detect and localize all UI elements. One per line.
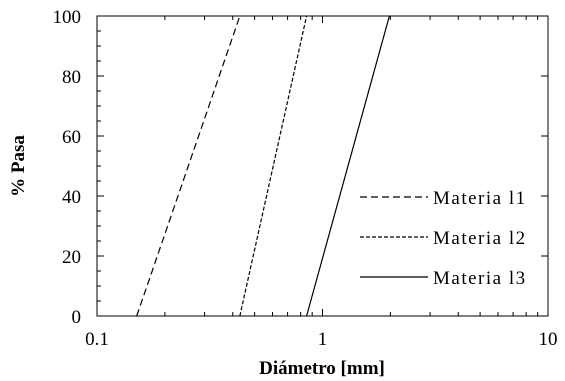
y-tick-label: 20 (62, 247, 81, 268)
x-tick-label: 0.1 (85, 329, 109, 350)
legend: Materia l1 Materia l2 Materia l3 (360, 188, 527, 289)
series-line-1 (136, 15, 241, 317)
y-tick-label: 0 (72, 307, 82, 328)
legend-label-2: Materia l2 (433, 228, 527, 249)
x-tick-label: 1 (318, 329, 328, 350)
ticks-layer: 0 20 40 60 80 100 0.1 1 10 (53, 7, 558, 350)
series-layer (136, 15, 390, 317)
series-line-2 (239, 15, 308, 317)
x-axis-title: Diámetro [mm] (259, 358, 385, 379)
series-line-3 (306, 15, 390, 317)
legend-label-1: Materia l1 (433, 188, 527, 209)
y-tick-label: 80 (62, 67, 81, 88)
y-tick-label: 40 (62, 187, 81, 208)
legend-label-3: Materia l3 (433, 268, 527, 289)
y-tick-label: 60 (62, 127, 81, 148)
y-tick-label: 100 (53, 7, 82, 28)
y-axis-title: % Pasa (8, 135, 29, 197)
x-tick-label: 10 (539, 329, 558, 350)
